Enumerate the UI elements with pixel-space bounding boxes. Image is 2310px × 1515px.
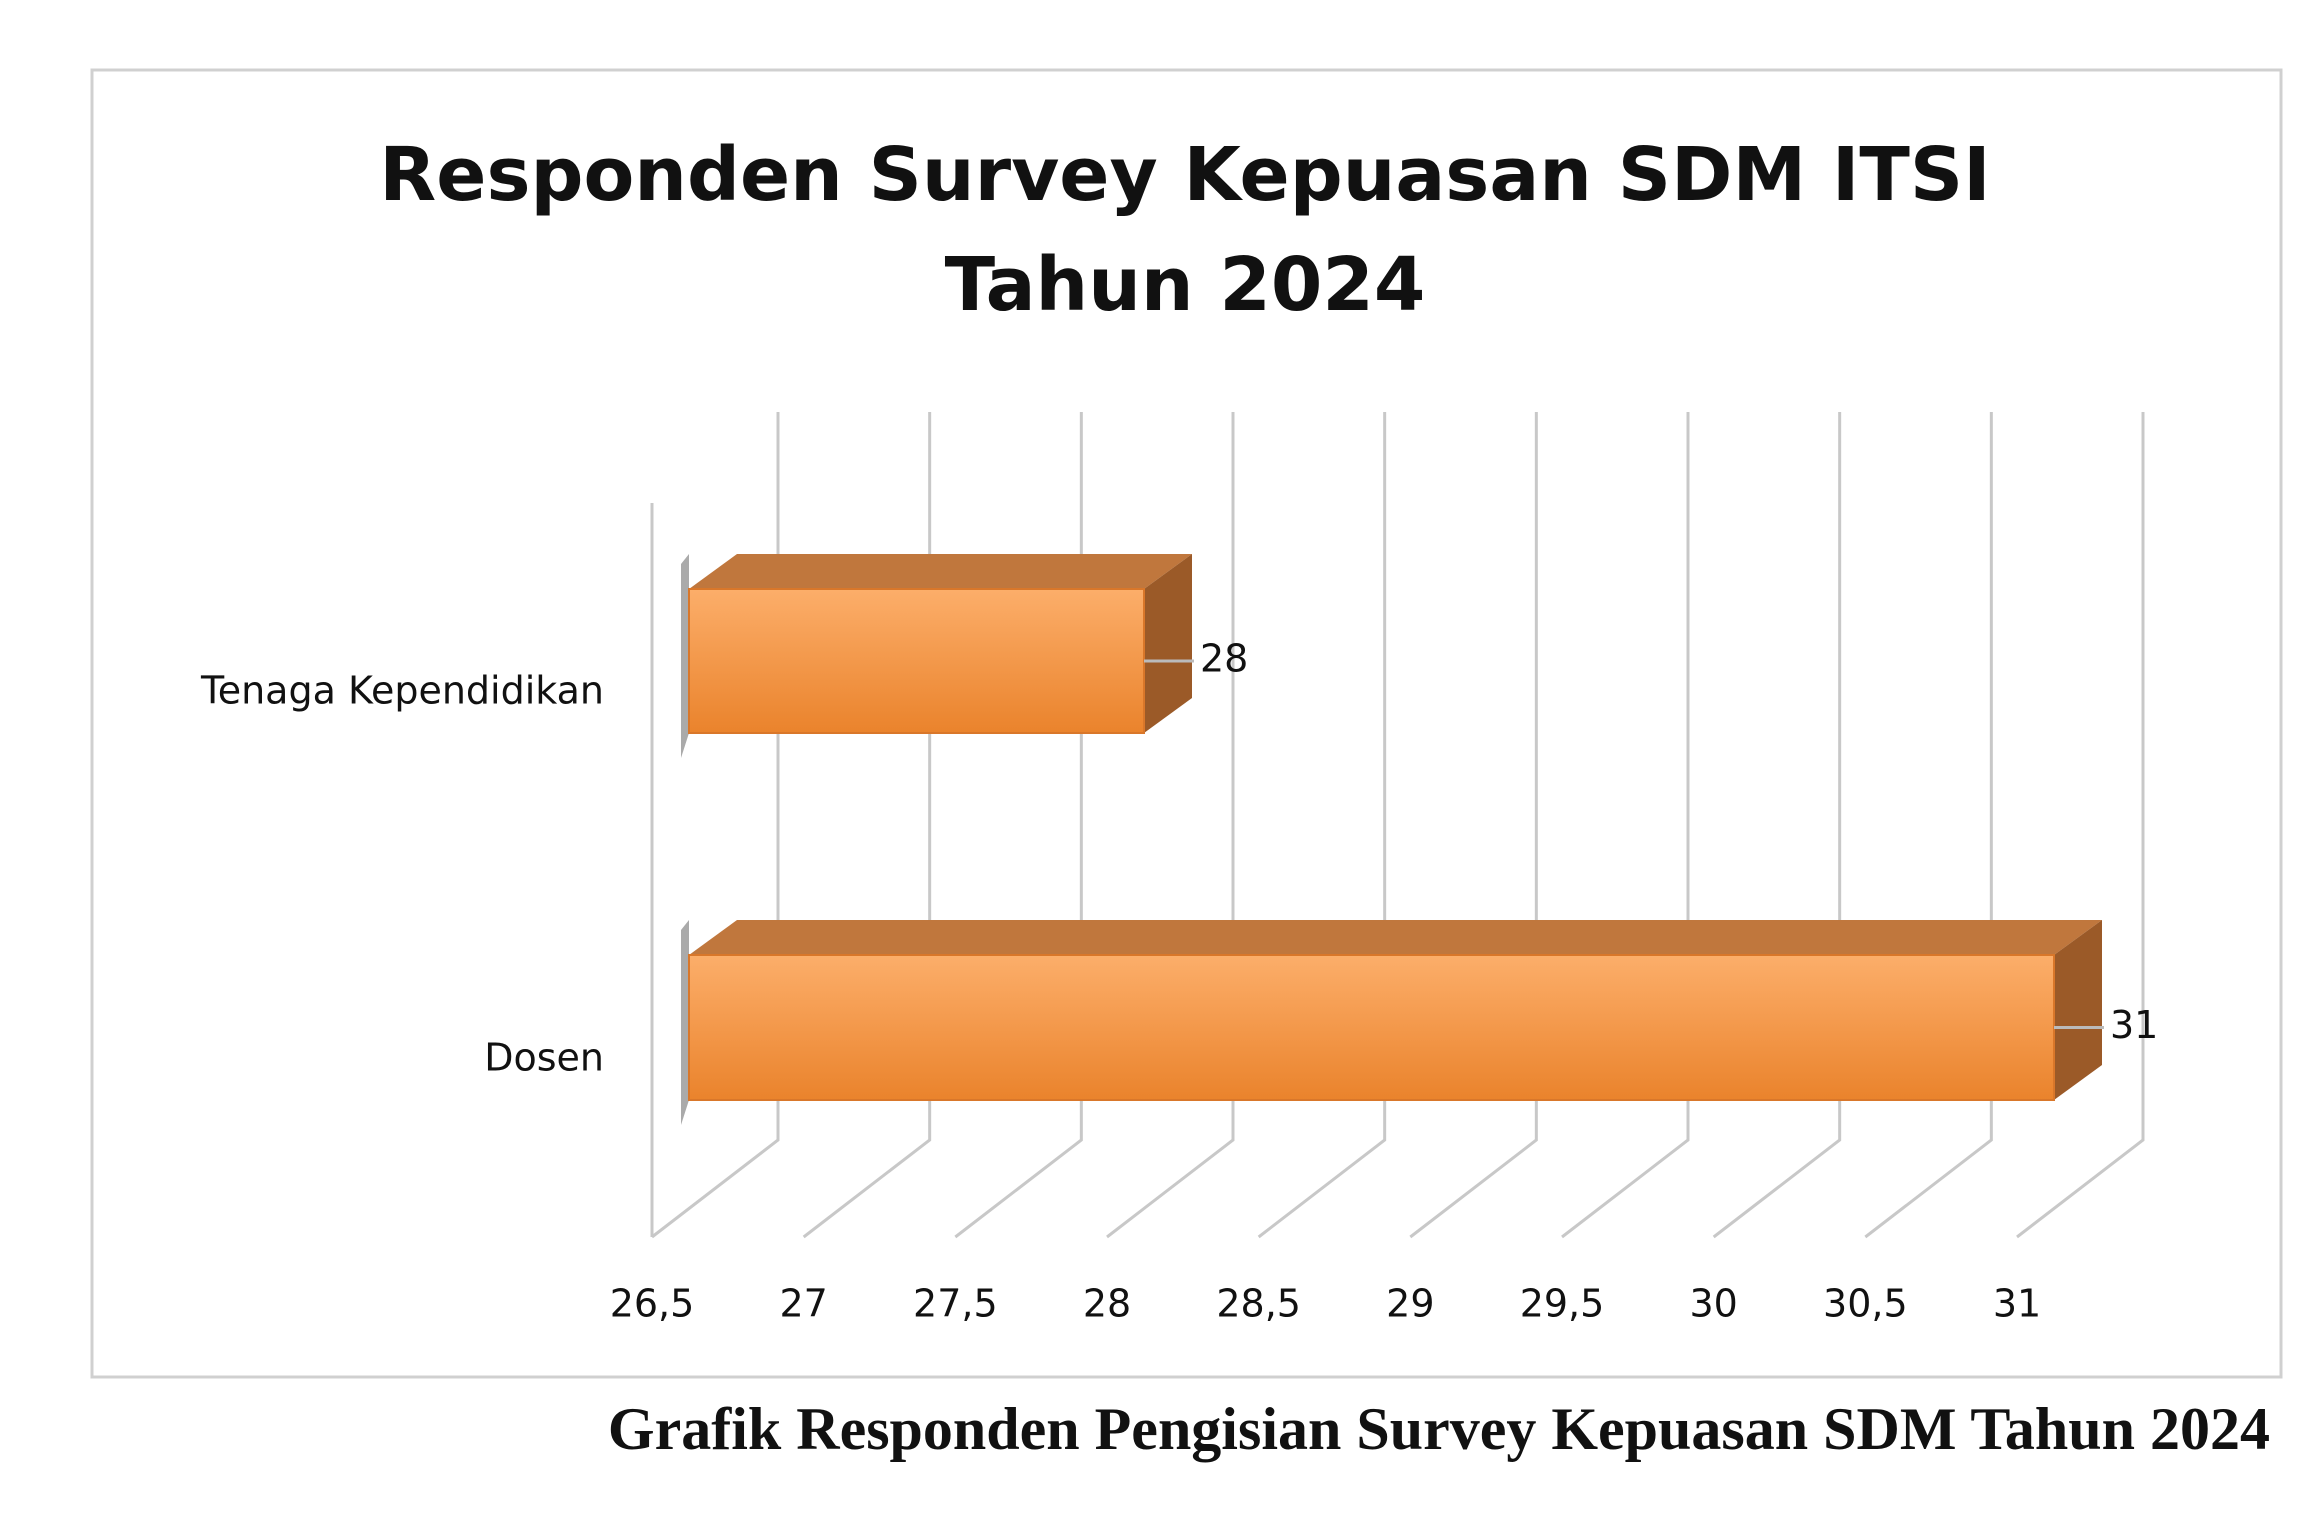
bar-shadow	[681, 920, 689, 1125]
x-tick-label: 30,5	[1823, 1282, 1908, 1326]
grid-line	[1409, 412, 1538, 1239]
x-tick-label: 29	[1386, 1282, 1434, 1326]
bar	[688, 954, 2055, 1101]
x-tick-label: 26,5	[610, 1282, 695, 1326]
value-label: 31	[2110, 1003, 2158, 1047]
chart-title: Responden Survey Kepuasan SDM ITSI Tahun…	[379, 132, 1991, 328]
bar-side	[1144, 554, 1192, 733]
grid-line	[1257, 412, 1387, 1239]
grid-line	[651, 412, 780, 1239]
grid-line	[954, 412, 1083, 1239]
grid-line	[2016, 412, 2145, 1239]
value-label: 28	[1200, 637, 1248, 681]
grid-line	[1712, 412, 1842, 1239]
grid-line	[1864, 412, 1993, 1239]
bar	[688, 588, 1145, 734]
caption: Grafik Responden Pengisian Survey Kepuas…	[607, 1396, 2270, 1462]
x-tick-label: 29,5	[1520, 1282, 1605, 1326]
x-tick-label: 28,5	[1216, 1282, 1301, 1326]
y-tick-label: Tenaga Kependidikan	[200, 669, 604, 713]
x-tick-label: 27,5	[913, 1282, 998, 1326]
x-tick-label: 28	[1083, 1282, 1131, 1326]
x-tick-label: 30	[1689, 1282, 1737, 1326]
x-tick-label: 31	[1993, 1282, 2041, 1326]
bar-top	[689, 554, 1192, 589]
grid-line	[1106, 412, 1235, 1239]
bar-side	[2054, 920, 2102, 1100]
bar-shadow	[681, 554, 689, 758]
x-tick-label: 27	[779, 1282, 827, 1326]
grid-line	[802, 412, 932, 1239]
grid-line	[1561, 412, 1690, 1239]
y-tick-label: Dosen	[484, 1036, 604, 1080]
bar-top	[689, 920, 2102, 955]
chart-frame	[90, 68, 2283, 1379]
